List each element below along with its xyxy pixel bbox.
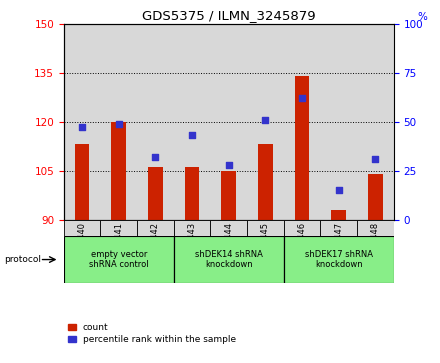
Bar: [284, 24, 320, 220]
Bar: [100, 24, 137, 220]
Text: GSM1486446: GSM1486446: [297, 222, 307, 278]
Bar: [284, 220, 320, 236]
Point: [335, 187, 342, 193]
Point: [152, 154, 159, 160]
Bar: [284, 236, 394, 283]
Bar: [100, 220, 137, 236]
Text: GSM1486447: GSM1486447: [334, 222, 343, 278]
Bar: [210, 24, 247, 220]
Text: shDEK17 shRNA
knockdown: shDEK17 shRNA knockdown: [305, 250, 373, 269]
Bar: [357, 24, 394, 220]
Text: GSM1486448: GSM1486448: [371, 222, 380, 278]
Bar: [331, 210, 346, 220]
Bar: [221, 171, 236, 220]
Text: GSM1486445: GSM1486445: [261, 222, 270, 278]
Bar: [137, 24, 174, 220]
Point: [115, 121, 122, 126]
Bar: [174, 220, 210, 236]
Bar: [368, 174, 383, 220]
Bar: [247, 24, 284, 220]
Text: %: %: [417, 12, 427, 22]
Bar: [247, 220, 284, 236]
Text: shDEK14 shRNA
knockdown: shDEK14 shRNA knockdown: [195, 250, 263, 269]
Text: GSM1486441: GSM1486441: [114, 222, 123, 278]
Bar: [185, 167, 199, 220]
Bar: [148, 167, 163, 220]
Bar: [64, 236, 174, 283]
Bar: [137, 220, 174, 236]
Point: [372, 156, 379, 162]
Point: [79, 125, 86, 130]
Bar: [64, 220, 100, 236]
Title: GDS5375 / ILMN_3245879: GDS5375 / ILMN_3245879: [142, 9, 315, 23]
Bar: [75, 144, 89, 220]
Bar: [64, 24, 100, 220]
Point: [189, 132, 196, 138]
Text: empty vector
shRNA control: empty vector shRNA control: [89, 250, 149, 269]
Bar: [320, 220, 357, 236]
Point: [262, 117, 269, 123]
Point: [299, 95, 306, 101]
Bar: [295, 76, 309, 220]
Text: protocol: protocol: [4, 255, 41, 264]
Bar: [258, 144, 273, 220]
Bar: [174, 24, 210, 220]
Legend: count, percentile rank within the sample: count, percentile rank within the sample: [68, 323, 236, 344]
Text: GSM1486443: GSM1486443: [187, 222, 197, 278]
Bar: [174, 236, 284, 283]
Bar: [111, 122, 126, 220]
Bar: [357, 220, 394, 236]
Text: GSM1486442: GSM1486442: [151, 222, 160, 278]
Point: [225, 162, 232, 168]
Text: GSM1486444: GSM1486444: [224, 222, 233, 278]
Text: GSM1486440: GSM1486440: [77, 222, 87, 278]
Bar: [320, 24, 357, 220]
Bar: [210, 220, 247, 236]
